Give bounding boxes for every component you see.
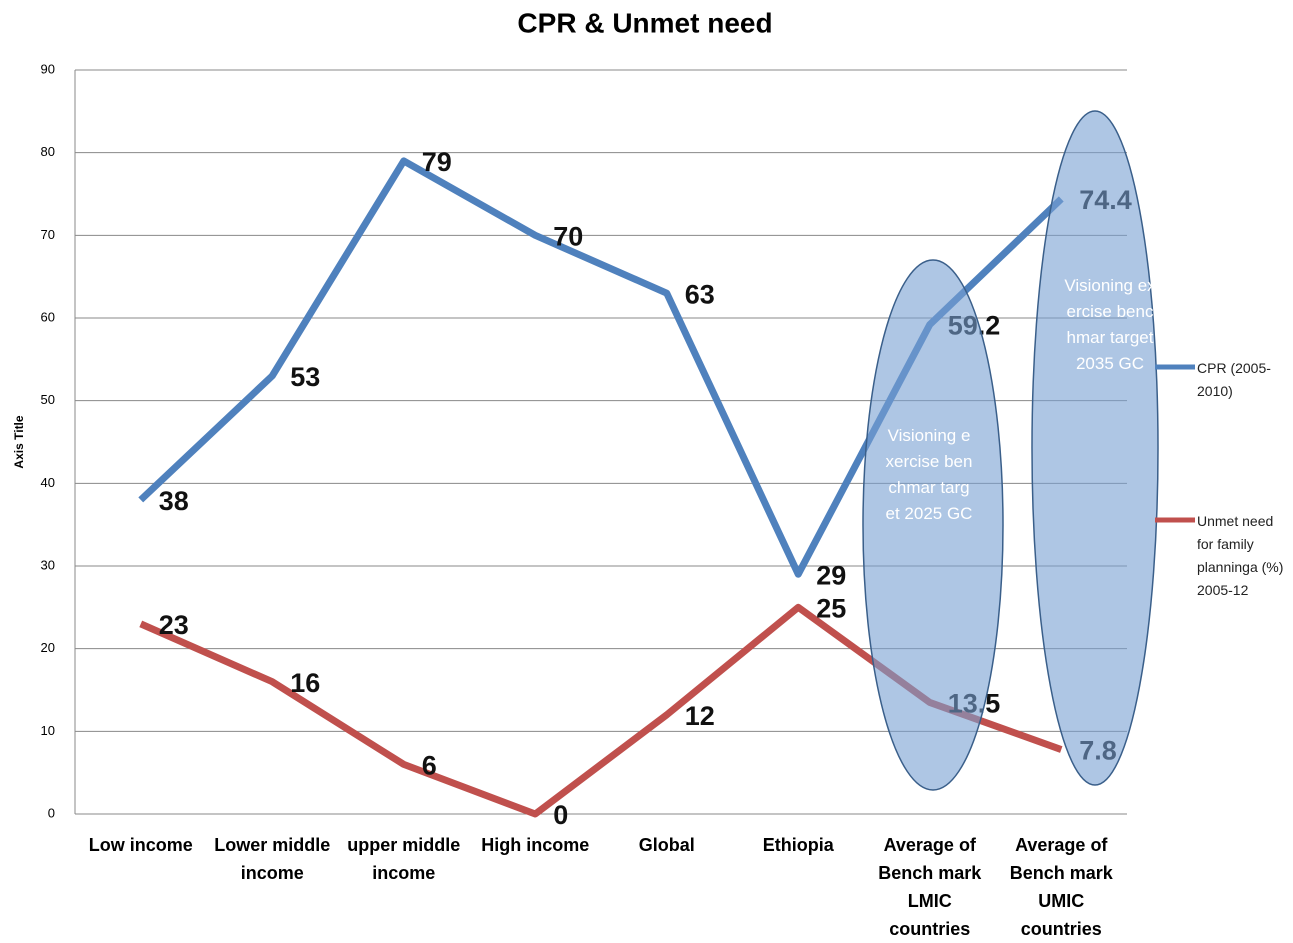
data-label: 25: [816, 593, 846, 623]
data-label: 53: [290, 362, 320, 392]
x-tick-label: Ethiopia: [762, 835, 834, 855]
data-label: 0: [553, 800, 568, 830]
highlight-ellipse: [1031, 110, 1159, 786]
x-tick-label: Lower middle income: [214, 835, 331, 883]
x-tick-label: Global: [638, 835, 695, 855]
y-tick-label: 40: [41, 475, 55, 490]
data-label: 70: [553, 221, 583, 251]
data-label: 12: [685, 701, 715, 731]
x-tick-label: High income: [481, 835, 590, 855]
y-tick-label: 0: [48, 805, 55, 820]
data-label: 29: [816, 560, 846, 590]
data-label: 79: [422, 147, 452, 177]
y-tick-label: 80: [41, 144, 55, 159]
legend-label: CPR (2005-2010): [1197, 360, 1271, 399]
data-label: 6: [422, 751, 437, 781]
y-tick-label: 50: [41, 392, 55, 407]
data-label: 63: [685, 279, 715, 309]
data-label: 38: [159, 486, 189, 516]
x-tick-label: Average of Bench mark UMIC countries: [1009, 835, 1113, 939]
x-tick-label: upper middle income: [347, 835, 461, 883]
y-tick-label: 30: [41, 557, 55, 572]
legend-label: Unmet need for family planninga (%) 2005…: [1197, 513, 1284, 598]
chart-title: CPR & Unmet need: [517, 7, 772, 38]
x-tick-label: Average of Bench mark LMIC countries: [878, 835, 982, 939]
annotation: Visioning exercise benchmar target 2025 …: [885, 426, 973, 523]
y-tick-label: 60: [41, 309, 55, 324]
y-axis-title: Axis Title: [12, 415, 26, 468]
highlight-ellipse: [862, 259, 1004, 791]
annotation: Visioning exercise benchmar target 2035 …: [1064, 276, 1156, 373]
data-label: 23: [159, 610, 189, 640]
data-label: 16: [290, 668, 320, 698]
y-tick-label: 70: [41, 227, 55, 242]
x-tick-label: Low income: [88, 835, 193, 855]
y-tick-label: 90: [41, 61, 55, 76]
y-tick-label: 10: [41, 723, 55, 738]
y-tick-label: 20: [41, 640, 55, 655]
